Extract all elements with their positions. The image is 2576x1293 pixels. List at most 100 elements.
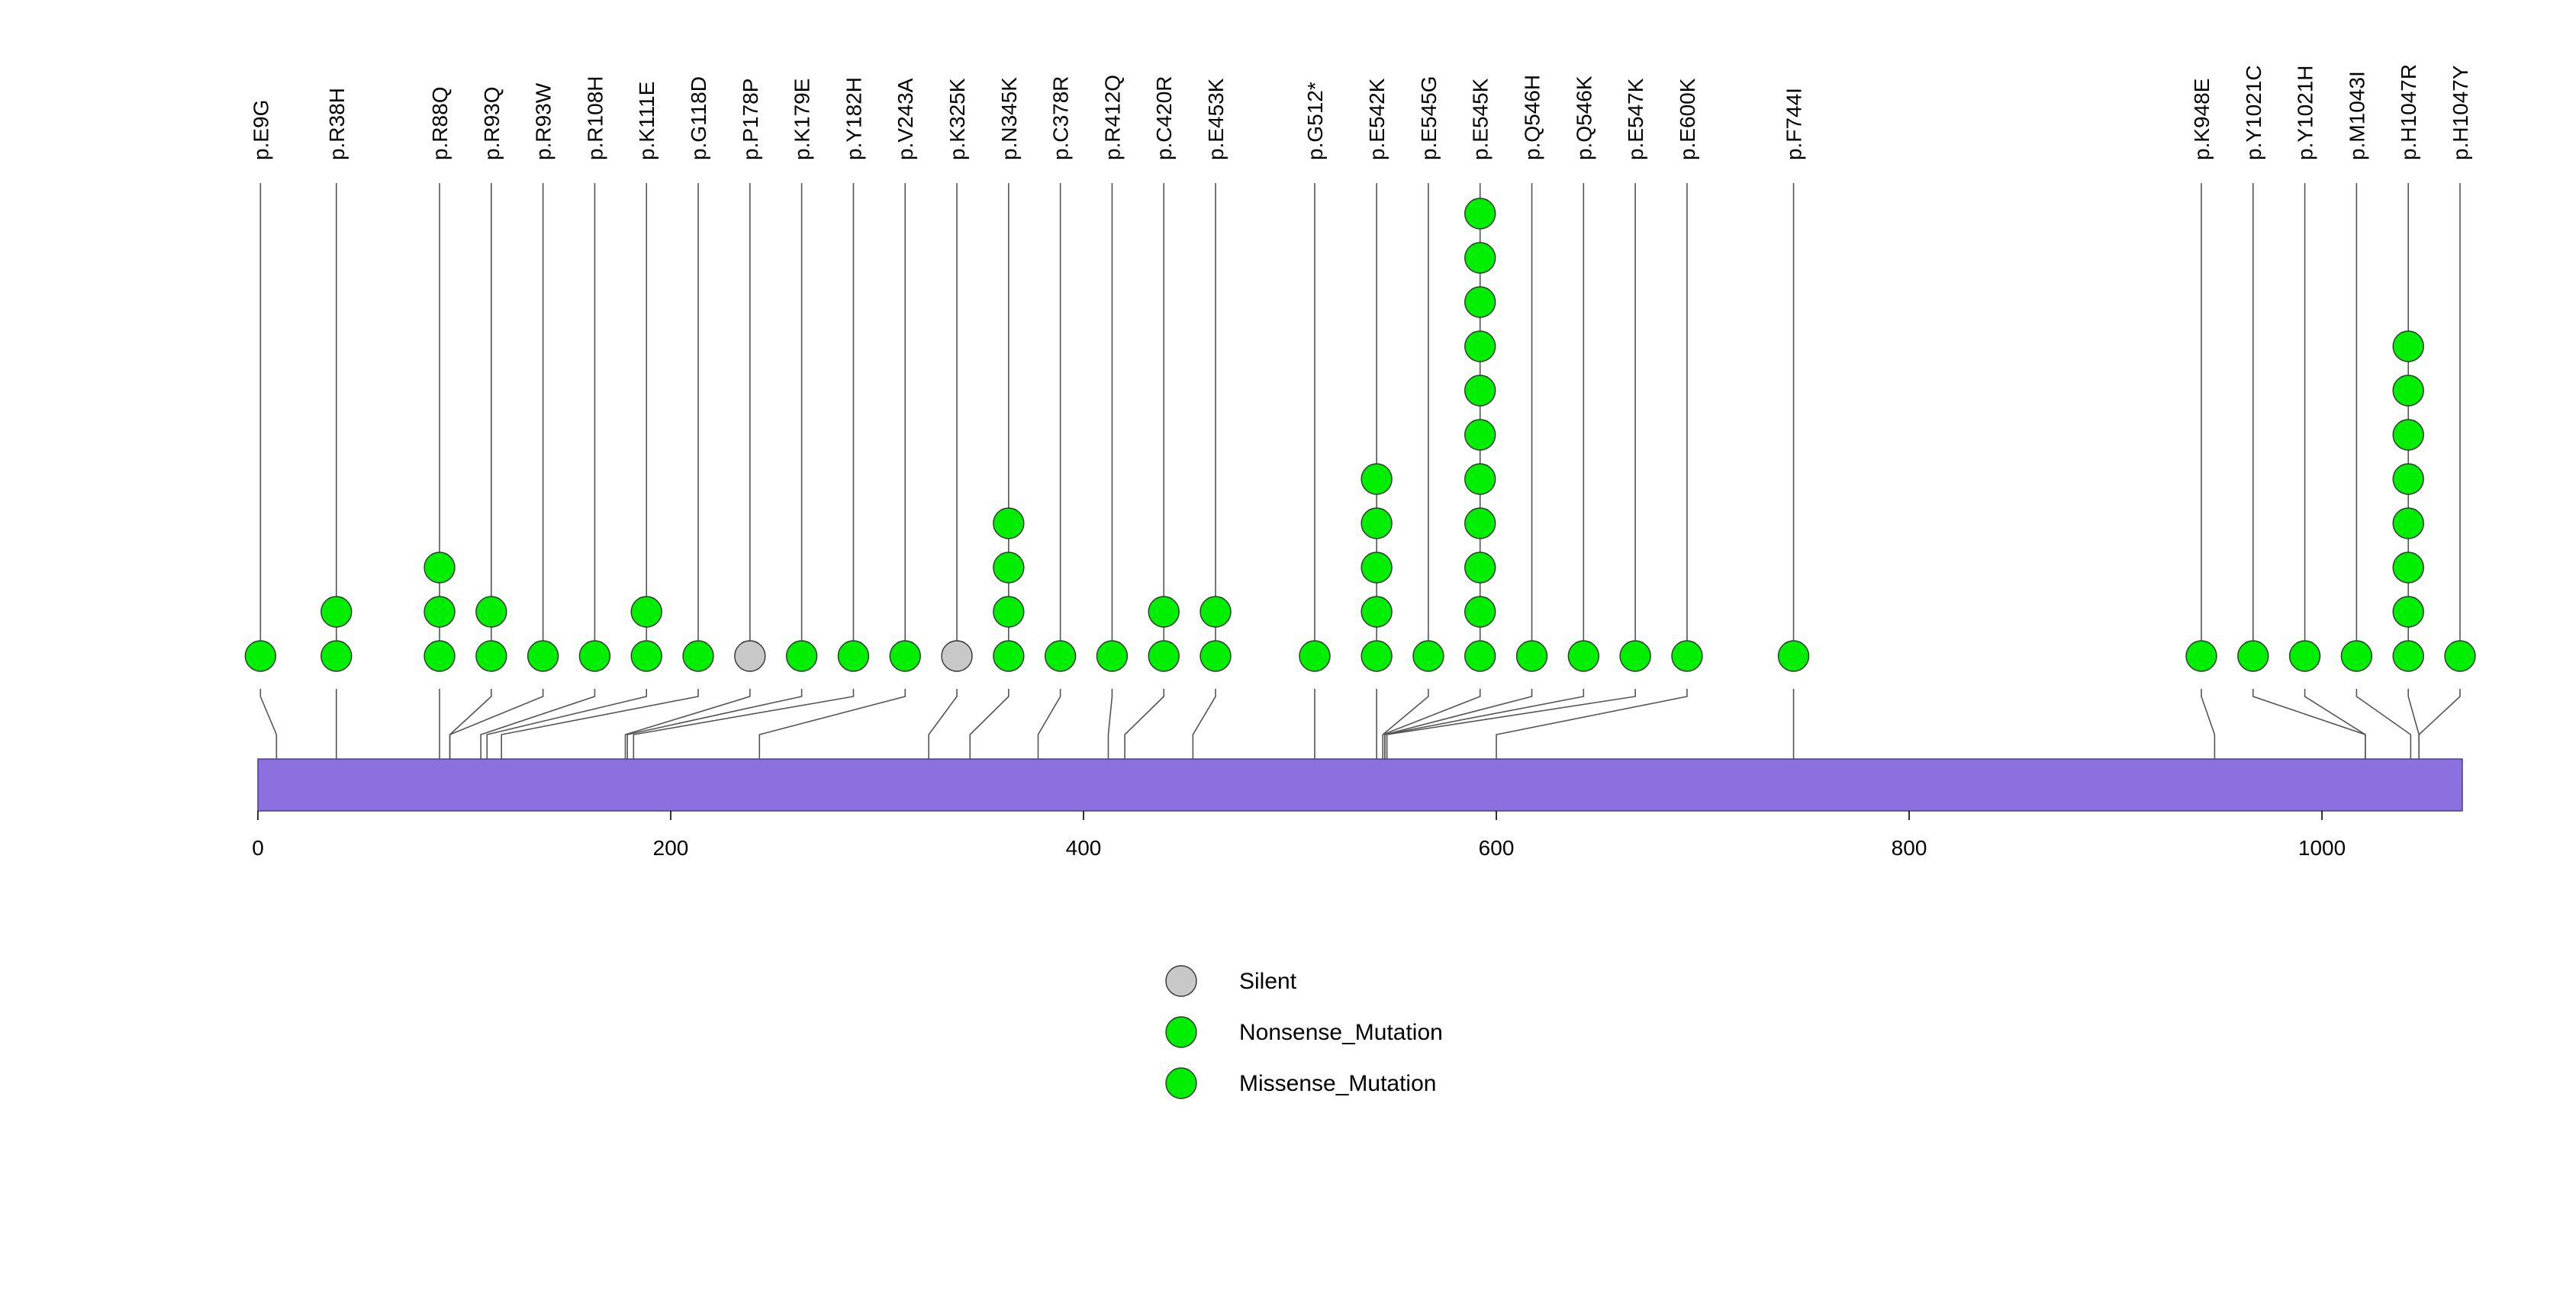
mutation-dot [475,596,507,628]
mutation-dot [2392,375,2424,407]
mutation-label: p.K325K [945,78,969,160]
mutation-label: p.G512* [1303,82,1327,160]
lollipop-stems [259,183,2461,656]
mutation-label: p.E9G [249,100,272,160]
mutation-dot [2392,640,2424,672]
mutation-dot [1464,640,1496,672]
mutation-label: p.F744I [1782,88,1806,160]
legend-marker [1165,1067,1197,1099]
mutation-dot [1464,198,1496,230]
mutation-dot [1360,552,1393,584]
mutation-dot [1360,463,1393,495]
mutation-dot [1148,596,1180,628]
mutation-label: p.R88Q [428,87,452,161]
mutation-label: p.H1047R [2397,64,2420,160]
mutation-label: p.K111E [635,82,658,160]
mutation-dot [1199,640,1232,672]
x-tick-label: 0 [252,836,264,860]
mutation-dot [1619,640,1651,672]
mutation-dot [423,596,456,628]
x-tick-label: 200 [653,836,689,860]
mutation-label: p.K948E [2190,79,2214,160]
mutation-dot [1096,640,1129,672]
mutation-label: p.R38H [325,88,349,160]
protein-bar-group [257,758,2463,812]
mutation-dot [682,640,714,672]
mutation-dot [630,596,662,628]
mutation-dot [1360,596,1393,628]
mutation-dot [2392,330,2424,362]
mutation-label: p.N345K [997,77,1021,160]
mutation-dot [1464,596,1496,628]
legend-marker [1165,965,1197,997]
mutation-dot [1515,640,1548,672]
mutation-label: p.E545G [1417,76,1441,160]
mutation-dot [526,640,559,672]
x-tick-label: 600 [1479,836,1515,860]
x-tick-label: 1000 [2298,836,2346,860]
mutation-label: p.R93Q [480,87,504,161]
mutation-dot [837,640,870,672]
mutation-dot [630,640,662,672]
mutation-dot [1464,242,1496,274]
protein-bar [257,758,2463,812]
mutation-dot [1567,640,1600,672]
mutation-dot [244,640,277,672]
mutation-dot [993,596,1025,628]
mutation-label: p.G118D [687,76,710,160]
mutation-dot [785,640,818,672]
mutation-dot [734,640,766,672]
mutation-dot [2237,640,2269,672]
mutation-label: p.C378R [1049,76,1073,160]
mutation-dot [320,640,353,672]
mutation-label: p.E547K [1624,78,1647,160]
mutation-dot [2392,552,2424,584]
mutation-labels: p.E9G p.R38H p.R88Q p.R93Q p.R93W p.R108H p.K1… [249,64,2472,160]
mutation-dot [1412,640,1444,672]
lollipop-dots [244,198,2476,672]
mutation-dot [993,640,1025,672]
mutation-label: p.E542K [1365,78,1389,160]
mutation-dot [475,640,507,672]
legend-label: Silent [1239,969,1297,994]
mutation-label: p.K179E [791,79,814,160]
mutation-dot [1199,596,1232,628]
mutation-label: p.R93W [532,82,555,160]
mutation-label: p.Q546H [1521,75,1544,160]
mutation-label: p.E600K [1676,78,1699,160]
mutation-dot [2185,640,2217,672]
mutation-label: p.R412Q [1100,75,1124,160]
mutation-label: p.Y1021C [2242,65,2265,160]
mutation-dot [1464,330,1496,362]
mutation-dot [320,596,353,628]
mutation-dot [1777,640,1810,672]
legend-label: Nonsense_Mutation [1239,1020,1443,1045]
mutation-dot [1464,552,1496,584]
x-axis: 0 200 400 600 800 1000 [252,811,2346,860]
mutation-dot [2392,463,2424,495]
mutation-label: p.M1043I [2345,71,2368,160]
mutation-label: p.E453K [1204,78,1228,160]
mutation-dot [578,640,611,672]
mutation-label: p.C420R [1152,76,1176,160]
x-tick-label: 800 [1892,836,1927,860]
mutation-dot [1464,419,1496,451]
mutation-dot [2444,640,2476,672]
mutation-label: p.Q546K [1572,76,1596,160]
mutation-dot [993,552,1025,584]
mutation-dot [2288,640,2321,672]
mutation-dot [1148,640,1180,672]
mutation-dot [1464,463,1496,495]
mutation-label: p.H1047Y [2449,65,2472,160]
mutation-dot [993,507,1025,539]
mutation-dot [1360,640,1393,672]
mutation-dot [2392,419,2424,451]
mutation-label: p.Y1021H [2294,65,2317,160]
mutation-dot [1044,640,1077,672]
mutation-dot [1464,375,1496,407]
mutation-dot [889,640,921,672]
mutation-label: p.V243A [894,78,917,160]
legend-label: Missense_Mutation [1239,1071,1436,1096]
